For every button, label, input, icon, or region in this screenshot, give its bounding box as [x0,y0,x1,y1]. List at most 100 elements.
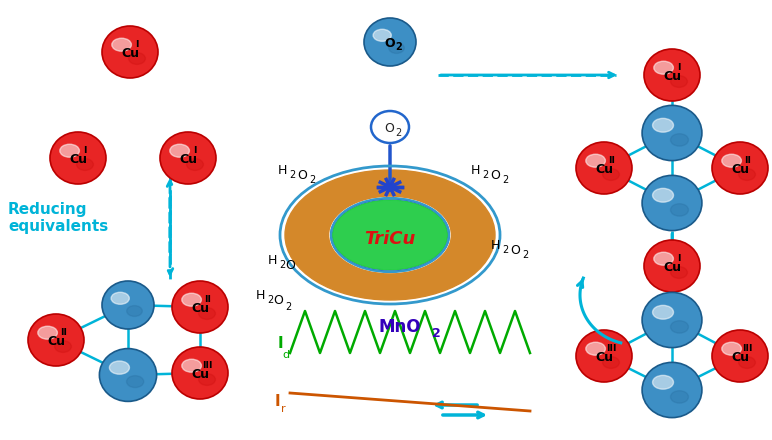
Text: 2: 2 [394,128,401,138]
Ellipse shape [127,376,144,388]
Text: O: O [384,121,394,135]
Ellipse shape [603,357,619,368]
Ellipse shape [576,330,632,382]
Ellipse shape [50,132,106,184]
Ellipse shape [654,252,673,265]
Text: H: H [267,253,276,267]
Ellipse shape [652,305,673,319]
Text: I: I [83,146,87,155]
Ellipse shape [739,169,755,180]
Ellipse shape [642,293,702,348]
Ellipse shape [652,188,673,202]
Ellipse shape [373,29,391,41]
Text: III: III [202,361,212,370]
Ellipse shape [100,348,157,401]
Ellipse shape [671,134,689,146]
Text: Cu: Cu [191,367,209,381]
Text: 2: 2 [522,250,528,260]
Ellipse shape [198,308,215,319]
Text: I: I [135,40,139,49]
Text: II: II [59,328,66,337]
Ellipse shape [28,314,84,366]
Text: Cu: Cu [595,351,613,363]
Ellipse shape [712,330,768,382]
Ellipse shape [652,118,673,132]
Text: I: I [194,146,197,155]
Text: O: O [273,293,283,307]
Text: 2: 2 [309,175,315,185]
Text: 2: 2 [285,302,291,312]
Ellipse shape [181,293,201,306]
Ellipse shape [129,53,145,64]
Text: 2: 2 [502,175,508,185]
Text: Cu: Cu [731,162,749,176]
Text: Cu: Cu [191,301,209,315]
Text: H: H [490,238,499,252]
Text: d: d [282,350,289,360]
Text: TriCu: TriCu [364,230,415,248]
Text: Cu: Cu [179,153,197,165]
Ellipse shape [654,61,673,74]
Text: III: III [606,344,617,353]
Text: 2: 2 [432,326,440,340]
Text: II: II [608,156,615,165]
Text: 2: 2 [289,170,295,180]
Ellipse shape [110,361,130,374]
Text: O: O [510,243,520,257]
Text: H: H [277,164,286,176]
Ellipse shape [712,142,768,194]
Text: Cu: Cu [47,334,65,348]
Text: Cu: Cu [663,260,681,274]
Text: r: r [281,404,286,414]
Text: O: O [384,37,395,50]
Text: O: O [297,169,307,181]
Ellipse shape [333,200,448,270]
Ellipse shape [187,159,203,170]
Text: III: III [742,344,753,353]
Ellipse shape [642,106,702,161]
Text: O: O [285,259,295,271]
Text: I: I [678,63,681,72]
Text: MnO: MnO [379,318,422,336]
Ellipse shape [586,342,605,355]
Ellipse shape [739,357,755,368]
Ellipse shape [642,363,702,418]
Ellipse shape [671,76,687,88]
Ellipse shape [181,359,201,372]
Ellipse shape [576,142,632,194]
Ellipse shape [172,347,228,399]
Ellipse shape [330,198,450,272]
Ellipse shape [102,26,158,78]
Text: Cu: Cu [595,162,613,176]
Ellipse shape [198,374,215,385]
Text: I: I [274,393,280,408]
Ellipse shape [38,326,57,339]
Ellipse shape [603,169,619,180]
Ellipse shape [285,170,495,300]
Text: 2: 2 [482,170,488,180]
Ellipse shape [671,321,689,333]
Ellipse shape [586,154,605,167]
Text: 2: 2 [395,42,402,52]
Ellipse shape [160,132,216,184]
Text: O: O [490,169,500,181]
Text: H: H [256,289,265,301]
Text: I: I [277,335,283,351]
Ellipse shape [644,49,700,101]
Ellipse shape [102,281,154,329]
Text: Cu: Cu [69,153,87,165]
Ellipse shape [127,306,142,316]
Ellipse shape [671,267,687,279]
Ellipse shape [652,375,673,389]
Ellipse shape [170,144,189,157]
Ellipse shape [112,38,131,51]
Text: I: I [678,254,681,263]
Ellipse shape [671,391,689,403]
Text: Cu: Cu [731,351,749,363]
Ellipse shape [59,144,80,157]
Text: Reducing
equivalents: Reducing equivalents [8,202,108,234]
Ellipse shape [172,281,228,333]
Ellipse shape [388,43,405,53]
Ellipse shape [644,240,700,292]
Text: Cu: Cu [663,70,681,83]
